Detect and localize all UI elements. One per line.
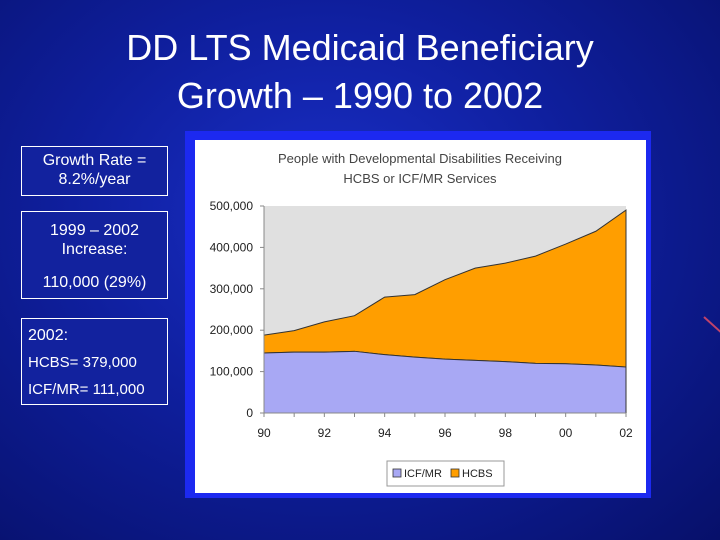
year-2002-icf: ICF/MR= 111,000 bbox=[28, 381, 145, 398]
x-tick-label: 94 bbox=[378, 426, 392, 440]
x-tick-label: 00 bbox=[559, 426, 573, 440]
slide-title-line2: Growth – 1990 to 2002 bbox=[176, 75, 544, 116]
increase-line1: 1999 – 2002 bbox=[50, 222, 139, 239]
y-tick-label: 300,000 bbox=[210, 282, 254, 296]
legend-swatch-hcbs bbox=[450, 468, 460, 478]
slide-title-line1: DD LTS Medicaid Beneficiary bbox=[126, 27, 594, 68]
legend-label-hcbs: HCBS bbox=[462, 468, 493, 480]
year-2002-hcbs: HCBS= 379,000 bbox=[28, 354, 137, 371]
growth-rate-box: Growth Rate = 8.2%/year bbox=[21, 146, 168, 196]
year-2002-title: 2002: bbox=[28, 327, 69, 344]
y-tick-label: 500,000 bbox=[210, 199, 254, 213]
x-tick-label: 98 bbox=[499, 426, 513, 440]
legend-label-icf-mr: ICF/MR bbox=[404, 468, 442, 480]
y-tick-label: 400,000 bbox=[210, 240, 254, 254]
increase-line2: Increase: bbox=[61, 241, 128, 258]
chart-title-line1: People with Developmental Disabilities R… bbox=[278, 151, 562, 166]
y-tick-label: 100,000 bbox=[210, 365, 254, 379]
growth-rate-line1: Growth Rate = bbox=[42, 152, 147, 169]
chart-title-line2: HCBS or ICF/MR Services bbox=[343, 171, 497, 186]
y-tick-label: 0 bbox=[246, 406, 253, 420]
increase-box: 1999 – 2002 Increase: 110,000 (29%) bbox=[21, 211, 168, 299]
slide-title: DD LTS Medicaid Beneficiary Growth – 199… bbox=[0, 24, 720, 120]
x-tick-label: 02 bbox=[619, 426, 633, 440]
x-tick-label: 96 bbox=[438, 426, 452, 440]
year-2002-box: 2002: HCBS= 379,000 ICF/MR= 111,000 bbox=[21, 318, 168, 405]
growth-rate-line2: 8.2%/year bbox=[58, 171, 131, 188]
icf-mr-area bbox=[263, 350, 627, 414]
legend-swatch-icf-mr bbox=[392, 468, 402, 478]
increase-line3: 110,000 (29%) bbox=[42, 274, 147, 291]
legend-box bbox=[386, 460, 505, 487]
x-tick-label: 90 bbox=[257, 426, 271, 440]
x-tick-label: 92 bbox=[318, 426, 332, 440]
y-tick-label: 200,000 bbox=[210, 323, 254, 337]
